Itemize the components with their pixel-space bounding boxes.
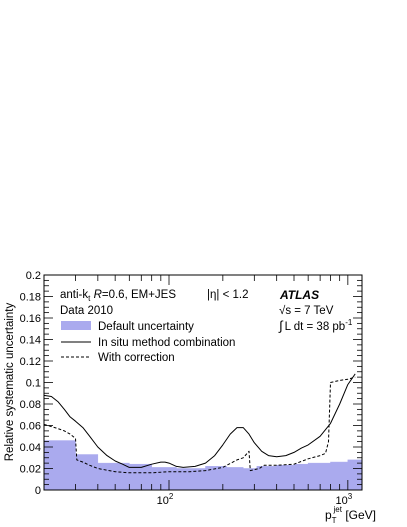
x-axis-label-unit: [GeV]	[342, 508, 376, 522]
algorithm-annotation: anti-kt R=0.6, EM+JES	[60, 289, 176, 303]
default-uncertainty-bar-3	[129, 463, 152, 491]
atlas-label: ATLAS	[279, 288, 319, 302]
default-uncertainty-bar-10	[276, 465, 295, 491]
default-uncertainty-bar-1	[75, 454, 99, 491]
x-axis-label-sup: jet	[333, 505, 343, 514]
default-uncertainty-bar-13	[330, 461, 349, 491]
plot-frame	[43, 274, 363, 491]
legend-swatch-default	[61, 321, 91, 330]
default-uncertainty-bar-12	[307, 462, 331, 491]
y-tick-label: 0	[35, 485, 41, 497]
sqrt-s-annotation: √s = 7 TeV	[279, 304, 334, 317]
y-tick-label: 0.2	[26, 270, 41, 282]
default-uncertainty-bar-2	[97, 462, 130, 491]
data-annotation: Data 2010	[60, 305, 113, 317]
y-tick-label: 0.08	[20, 399, 41, 411]
in-situ-combination-line	[43, 373, 356, 468]
axis-ticks: 0 0.02 0.04 0.06 0.08 0.1 0.12 0.14 0.16 0.18 0.2 1…	[20, 270, 362, 507]
series-lines	[43, 373, 356, 474]
legend-label-insitu: In situ method combination	[98, 337, 235, 349]
y-tick-label: 0.02	[20, 464, 41, 476]
x-tick-label: 103	[335, 492, 352, 507]
with-correction-line	[43, 376, 356, 474]
y-tick-label: 0.04	[20, 442, 41, 454]
legend: Default uncertainty In situ method combi…	[61, 321, 235, 364]
default-uncertainty-bar-11	[293, 463, 309, 491]
y-axis-label: Relative systematic uncertainty	[4, 303, 16, 462]
legend-label-default: Default uncertainty	[98, 321, 194, 333]
y-tick-label: 0.16	[20, 313, 41, 325]
luminosity-annotation: ∫ L dt = 38 pb-1	[278, 318, 353, 333]
x-axis-label: pTjet [GeV]	[325, 505, 376, 525]
default-uncertainty-bar-8	[242, 468, 258, 491]
y-tick-label: 0.18	[20, 292, 41, 304]
default-uncertainty-bar-0	[43, 440, 76, 491]
default-uncertainty-bar-14	[347, 459, 363, 491]
y-tick-label: 0.12	[20, 356, 41, 368]
default-uncertainty-bar-7	[226, 467, 244, 491]
eta-annotation: |η| < 1.2	[207, 289, 248, 301]
x-axis-label-sub: T	[332, 516, 337, 525]
y-tick-label: 0.14	[20, 335, 41, 347]
default-uncertainty-bar-9	[256, 466, 277, 491]
legend-label-correction: With correction	[98, 352, 175, 364]
y-tick-label: 0.1	[26, 378, 41, 390]
x-axis-label-main: p	[325, 508, 332, 522]
default-uncertainty-bars	[43, 440, 363, 491]
default-uncertainty-bar-4	[151, 467, 177, 491]
y-tick-label: 0.06	[20, 421, 41, 433]
x-tick-label: 102	[157, 492, 174, 507]
